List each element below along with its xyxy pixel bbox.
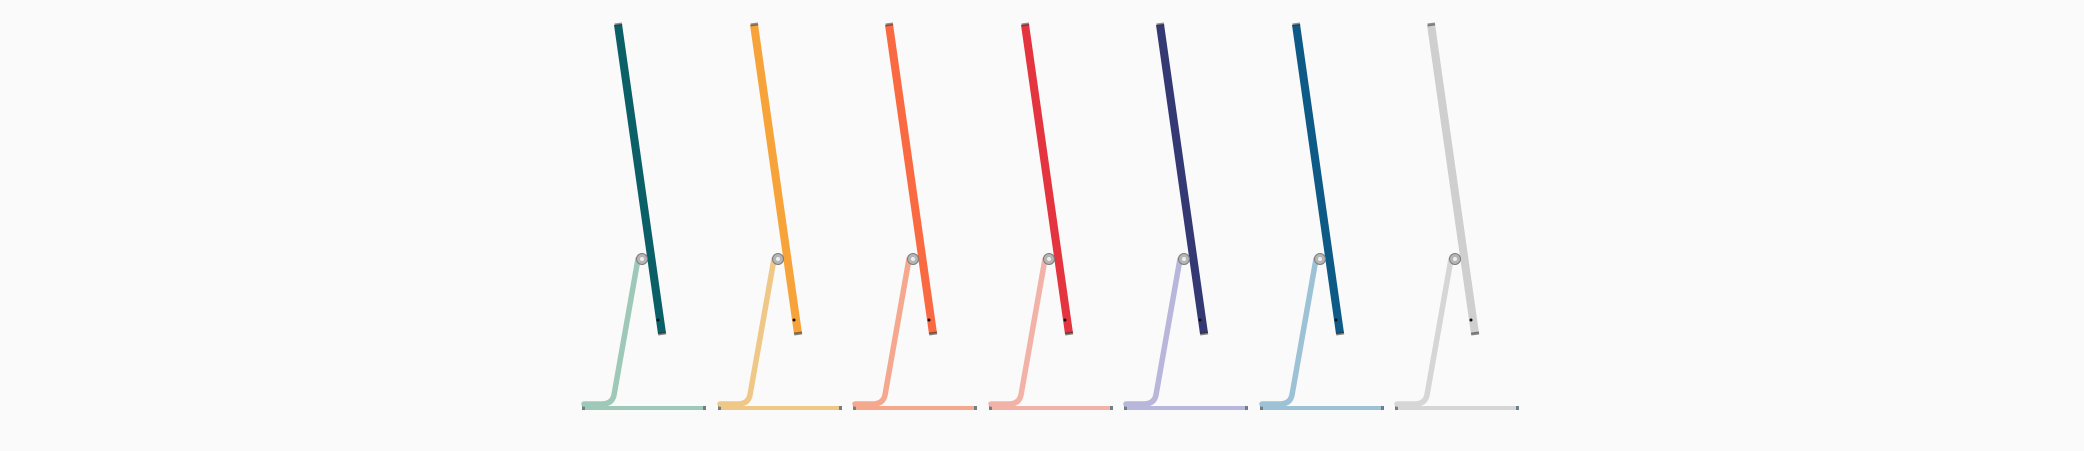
imac-side-profile — [987, 22, 1113, 410]
stand-base — [583, 406, 705, 410]
display-bottom-edge — [1199, 331, 1209, 336]
hinge-center — [640, 257, 644, 261]
stand-arm — [1394, 256, 1454, 407]
display-top-edge — [1020, 22, 1029, 27]
display-panel — [1427, 24, 1479, 334]
display-bottom-edge — [928, 331, 938, 336]
display-top-edge — [885, 22, 894, 27]
hinge-center — [1182, 257, 1186, 261]
stand-arm — [581, 256, 641, 407]
stand-arm — [716, 256, 777, 407]
display-bottom-edge — [1470, 331, 1480, 336]
port-dot — [1469, 318, 1473, 322]
base-edge-left — [853, 406, 856, 410]
base-edge-right — [838, 406, 842, 410]
base-edge-right — [703, 406, 706, 410]
base-edge-right — [974, 406, 977, 410]
port-dot — [792, 318, 795, 322]
stand-base — [1396, 406, 1518, 410]
hinge-center — [1046, 257, 1051, 261]
base-edge-left — [1259, 406, 1263, 410]
display-panel — [614, 24, 666, 334]
stand-arm — [852, 256, 912, 407]
imac-side-profile — [581, 22, 706, 410]
imac-side-profile — [1123, 22, 1248, 410]
base-edge-left — [988, 406, 992, 410]
stand-base — [854, 406, 976, 410]
port-dot — [656, 318, 660, 322]
stand-arm — [1123, 256, 1183, 407]
display-top-edge — [749, 22, 758, 27]
stand-base — [718, 406, 841, 410]
base-edge-left — [717, 406, 721, 410]
imac-side-profile — [1394, 22, 1519, 410]
display-top-edge — [1156, 22, 1165, 27]
display-bottom-edge — [657, 331, 667, 336]
imac-side-profile — [852, 22, 977, 410]
stand-base — [1125, 406, 1247, 410]
port-dot — [927, 318, 931, 322]
display-bottom-edge — [1335, 331, 1344, 336]
base-edge-right — [1380, 406, 1384, 410]
stand-arm — [987, 256, 1048, 407]
hinge-center — [1317, 257, 1322, 261]
hinge-center — [911, 257, 915, 261]
base-edge-right — [1109, 406, 1113, 410]
base-edge-left — [1124, 406, 1127, 410]
display-top-edge — [1427, 22, 1436, 27]
display-panel — [1291, 24, 1344, 334]
display-top-edge — [1291, 22, 1300, 27]
port-dot — [1063, 318, 1066, 322]
stand-base — [1260, 406, 1383, 410]
display-panel — [1020, 24, 1073, 334]
stand-base — [989, 406, 1112, 410]
display-bottom-edge — [1064, 331, 1073, 336]
port-dot — [1198, 318, 1202, 322]
display-panel — [749, 24, 802, 334]
display-top-edge — [614, 22, 623, 27]
stand-arm — [1258, 256, 1319, 407]
hinge-center — [775, 257, 780, 261]
hinge-center — [1453, 257, 1457, 261]
imac-side-profile — [1258, 22, 1384, 410]
display-bottom-edge — [793, 331, 802, 336]
base-edge-right — [1516, 406, 1519, 410]
base-edge-left — [1395, 406, 1398, 410]
base-edge-left — [582, 406, 585, 410]
port-dot — [1334, 318, 1337, 322]
imac-side-profile — [716, 22, 842, 410]
display-panel — [1156, 24, 1208, 334]
display-panel — [885, 24, 937, 334]
base-edge-right — [1245, 406, 1248, 410]
